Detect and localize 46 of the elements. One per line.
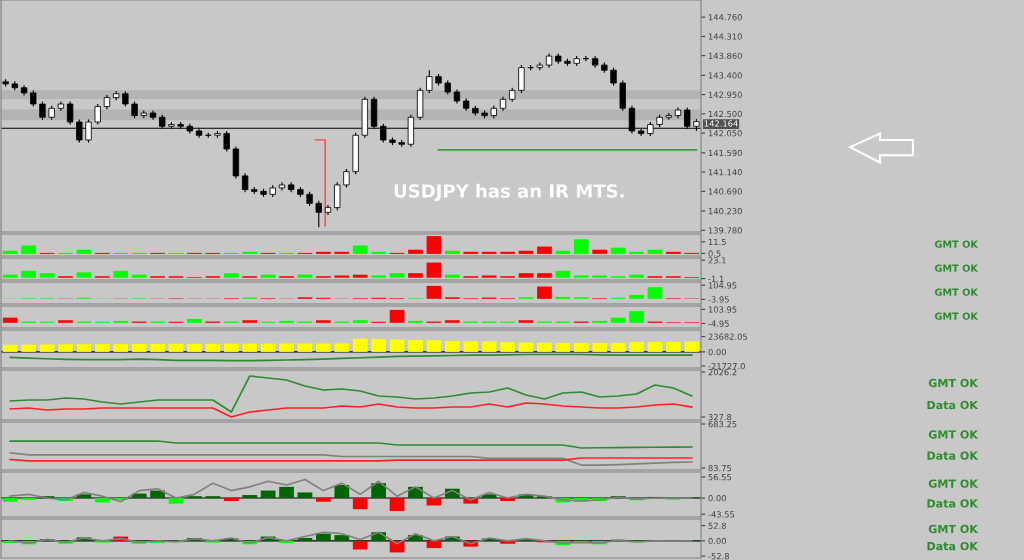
y-tick-label: 104.95 <box>708 282 737 289</box>
y-tick-label: 142.500 <box>708 110 742 118</box>
y-tick-label: -43.55 <box>708 511 735 518</box>
y-tick-label: 139.780 <box>708 227 742 234</box>
y-tick-label: 2026.2 <box>708 368 737 376</box>
y-tick-label: 141.140 <box>708 169 742 176</box>
y-tick-label: 327.8 <box>708 413 732 421</box>
text: GMT OK <box>928 479 979 488</box>
y-tick-label: 140.690 <box>708 188 742 195</box>
y-tick-label: 140.230 <box>708 208 742 215</box>
y-tick-label: 11.5 <box>708 238 726 246</box>
y-tick-label: 683.25 <box>708 420 737 428</box>
text: GMT OK <box>928 524 979 534</box>
y-tick-label: 0.00 <box>708 495 726 502</box>
text: GMT OK <box>934 264 979 272</box>
y-tick-label: 144.760 <box>708 14 742 21</box>
y-tick-label: 142.950 <box>708 91 742 98</box>
y-tick-label: 103.95 <box>708 306 737 313</box>
text: GMT OK <box>934 312 979 320</box>
text: Data OK <box>927 499 979 508</box>
text: GMT OK <box>934 240 979 248</box>
y-tick-label: -52.8 <box>708 553 729 560</box>
ref-line-label: 142.164 <box>704 120 738 127</box>
y-tick-label: 52.8 <box>708 522 726 529</box>
text: GMT OK <box>928 378 979 388</box>
y-tick-label: 141.590 <box>708 149 742 157</box>
text: Data OK <box>927 400 979 410</box>
y-tick-label: 0.5 <box>708 250 721 257</box>
y-tick-label: 23.1 <box>708 257 726 264</box>
y-tick-label: -3.95 <box>708 296 729 303</box>
text: Data OK <box>927 541 979 551</box>
y-tick-label: -21727.0 <box>708 362 745 370</box>
y-tick-label: 0.00 <box>708 348 726 356</box>
y-tick-label: 143.860 <box>708 52 742 59</box>
y-tick-label: 143.400 <box>708 72 742 79</box>
y-tick-label: -4.95 <box>708 320 729 327</box>
y-tick-label: 83.75 <box>708 464 732 472</box>
text: GMT OK <box>934 288 979 296</box>
y-tick-label: 0.00 <box>708 537 726 545</box>
y-tick-label: 142.050 <box>708 130 742 137</box>
text: Data OK <box>927 451 979 460</box>
text: GMT OK <box>928 430 979 439</box>
y-tick-label: 144.310 <box>708 33 742 40</box>
y-tick-label: -1.1 <box>708 275 724 282</box>
y-tick-label: 56.55 <box>708 473 732 481</box>
y-tick-label: 23682.05 <box>708 333 747 340</box>
